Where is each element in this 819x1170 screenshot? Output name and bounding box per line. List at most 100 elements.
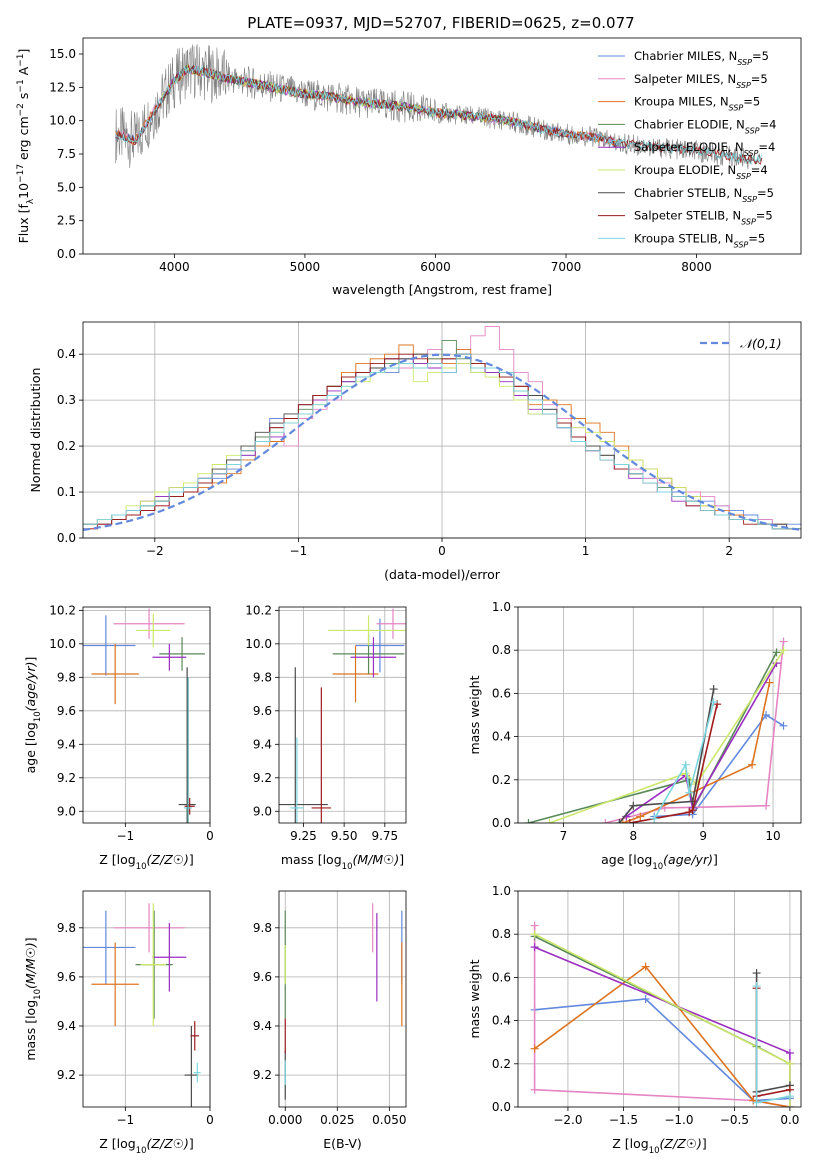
- plus-marker: [530, 1044, 539, 1053]
- x-tick-label: −0.5: [720, 1113, 749, 1127]
- legend-label: Kroupa STELIB, NSSP=5: [634, 231, 765, 249]
- y-tick-label: 9.6: [253, 970, 272, 984]
- y-tick-label: 9.8: [253, 921, 272, 935]
- axes-frame: [278, 606, 407, 824]
- y-tick-label: 1.0: [492, 600, 511, 614]
- plus-marker: [785, 1049, 794, 1057]
- axes-frame: [82, 890, 211, 1108]
- axes-frame: [82, 37, 802, 255]
- mass-weight-line: [605, 641, 785, 823]
- mass-vs-Z-plot-area: [83, 903, 201, 1107]
- plus-marker: [779, 646, 788, 655]
- errorbar-point: [91, 942, 139, 1026]
- plus-marker: [748, 760, 757, 769]
- y-tick-label: 0.3: [57, 393, 76, 407]
- y-tick-label: 10.0: [245, 637, 272, 651]
- y-tick-label: 9.2: [253, 1068, 272, 1082]
- y-tick-label: 15.0: [49, 47, 76, 61]
- y-tick-label: 9.4: [57, 737, 76, 751]
- x-tick-label: 0.050: [372, 1113, 406, 1127]
- axes-frame: [82, 321, 802, 539]
- plus-marker: [785, 1092, 794, 1101]
- plus-marker: [530, 921, 539, 930]
- y-tick-label: 0.8: [492, 643, 511, 657]
- x-tick-label: 8000: [681, 260, 712, 274]
- plus-marker: [752, 1098, 761, 1107]
- x-tick-label: 1: [582, 544, 590, 558]
- axes-frame: [517, 890, 802, 1108]
- plus-marker: [685, 788, 694, 797]
- x-tick-label: 7000: [551, 260, 582, 274]
- plus-marker: [641, 995, 650, 1003]
- y-axis-label: Normed distribution: [28, 368, 43, 493]
- legend-label: 𝒩(0,1): [740, 336, 782, 351]
- legend-label: Kroupa ELODIE, NSSP=4: [634, 163, 768, 181]
- y-tick-label: 5.0: [57, 180, 76, 194]
- x-tick-label: 0: [206, 829, 214, 843]
- errorbar-point: [178, 667, 196, 823]
- plus-marker: [545, 819, 554, 823]
- plus-marker: [636, 812, 645, 821]
- y-tick-label: 0.6: [492, 970, 511, 984]
- plus-marker: [629, 801, 638, 810]
- y-tick-label: 0.6: [492, 686, 511, 700]
- x-tick-label: 9.50: [331, 829, 358, 843]
- x-tick-label: −1: [290, 544, 308, 558]
- legend-label: Salpeter MILES, NSSP=5: [634, 72, 768, 90]
- x-tick-label: 0.000: [268, 1113, 302, 1127]
- plus-marker: [530, 930, 539, 939]
- x-tick-label: 8: [629, 829, 637, 843]
- errorbar-point: [376, 608, 406, 639]
- y-tick-label: 9.4: [253, 1019, 272, 1033]
- y-tick-label: 9.8: [253, 670, 272, 684]
- y-tick-label: 9.4: [253, 737, 272, 751]
- plus-marker: [530, 943, 539, 952]
- plus-marker: [615, 819, 624, 823]
- mass-weight-line: [549, 649, 785, 823]
- y-tick-label: 9.8: [57, 670, 76, 684]
- plus-marker: [618, 819, 627, 823]
- massweight-vs-Z-plot-area: [530, 921, 794, 1107]
- spectrum-panel: 4000 5000 6000 7000 8000 0.0 2.5 5.0 7.5 10.0 12.5…: [16, 37, 802, 297]
- errorbar-point: [290, 737, 304, 823]
- errorbar-point: [184, 1026, 199, 1107]
- plus-marker: [681, 760, 690, 769]
- plus-marker: [688, 806, 697, 815]
- x-tick-label: −2: [146, 544, 164, 558]
- y-tick-label: 9.2: [57, 1068, 76, 1082]
- plus-marker: [752, 969, 761, 978]
- errorbar-point: [136, 613, 171, 648]
- y-tick-label: 9.2: [57, 771, 76, 785]
- errorbar-point: [91, 643, 139, 705]
- y-tick-label: 0.2: [492, 773, 511, 787]
- y-tick-label: 9.0: [253, 804, 272, 818]
- x-tick-label: 5000: [290, 260, 321, 274]
- y-tick-label: 0.8: [492, 927, 511, 941]
- x-tick-label: 0: [206, 1113, 214, 1127]
- y-tick-label: 0.0: [492, 816, 511, 830]
- y-tick-label: 0.2: [492, 1057, 511, 1071]
- y-tick-label: 9.6: [57, 704, 76, 718]
- plus-marker: [709, 685, 718, 694]
- panels: 4000 5000 6000 7000 80000.02.55.07.510.012.5…: [16, 37, 802, 1156]
- errorbar-point: [83, 910, 136, 985]
- y-tick-label: 9.6: [253, 704, 272, 718]
- errorbar-point: [113, 608, 185, 639]
- histogram-legend: 𝒩(0,1): [700, 336, 782, 351]
- y-tick-label: 0.0: [57, 531, 76, 545]
- y-tick-label: 9.4: [57, 1019, 76, 1033]
- legend-label: Salpeter ELODIE, NSSP=4: [634, 140, 775, 158]
- errorbar-point: [159, 637, 205, 671]
- normal-reference-curve: [83, 353, 801, 531]
- y-tick-label: 0.4: [492, 1014, 511, 1028]
- errorbar-point: [140, 903, 166, 1026]
- axes-frame: [82, 606, 211, 824]
- errorbar-point: [327, 615, 406, 646]
- x-axis-label: E(B-V): [323, 1136, 362, 1151]
- y-tick-label: 0.2: [57, 439, 76, 453]
- histogram-plot-area: [83, 326, 801, 538]
- plus-marker: [650, 814, 659, 823]
- y-axis-label: mass weight: [467, 959, 482, 1038]
- y-tick-label: 10.0: [49, 637, 76, 651]
